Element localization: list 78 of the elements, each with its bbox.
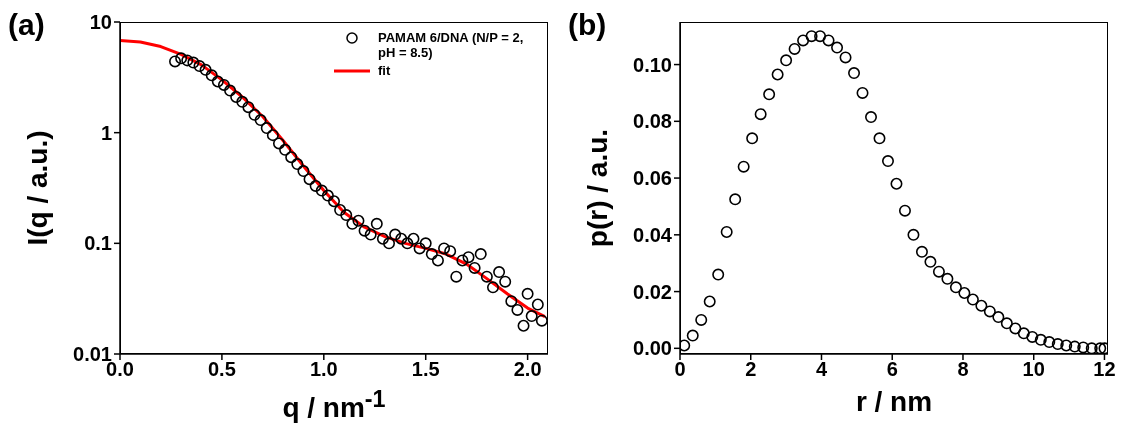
point — [720, 225, 733, 238]
y-tick-label: 0.10 — [633, 53, 672, 76]
point — [873, 132, 886, 145]
point — [881, 155, 894, 168]
point — [831, 41, 844, 54]
point — [898, 204, 911, 217]
point — [680, 339, 691, 352]
x-tick-label: 0 — [674, 358, 686, 381]
x-tick-label: 2 — [745, 358, 757, 381]
point — [983, 305, 996, 318]
x-tick-label: 12 — [1093, 358, 1116, 381]
point — [1068, 340, 1081, 353]
y-tick-label: 0.00 — [633, 337, 672, 360]
x-tick-label: 1.0 — [309, 358, 338, 381]
point — [958, 286, 971, 299]
point — [975, 299, 988, 312]
point — [797, 34, 810, 47]
point — [915, 245, 928, 258]
point — [924, 255, 937, 268]
point — [695, 313, 708, 326]
x-axis-title: q / nm$^{-1}$ — [281, 386, 387, 425]
point — [992, 311, 1005, 324]
y-tick-label: 0.08 — [633, 110, 672, 133]
point — [1026, 330, 1039, 343]
point — [890, 177, 903, 190]
point — [822, 34, 835, 47]
y-tick-label: 10 — [89, 11, 112, 34]
x-tick-label: 10 — [1022, 358, 1045, 381]
point — [1094, 342, 1107, 354]
point — [839, 51, 852, 64]
y-axis-title: p(r) / a.u. — [582, 128, 613, 248]
x-axis-title: r / nm — [854, 386, 934, 418]
chart-title: (a) — [8, 8, 45, 42]
point — [907, 228, 920, 241]
point — [737, 160, 750, 173]
point — [966, 293, 979, 306]
y-tick-label: 0.02 — [633, 280, 672, 303]
point — [941, 272, 954, 285]
legend-label: PAMAM 6/DNA (N/P = 2, pH = 8.5) — [378, 30, 525, 60]
legend-label: fit — [378, 63, 391, 78]
x-tick-label: 8 — [957, 358, 969, 381]
point — [1034, 333, 1047, 346]
y-tick-label: 0.06 — [633, 167, 672, 190]
point — [932, 265, 945, 278]
point — [865, 111, 878, 124]
point — [763, 88, 776, 101]
x-tick-label: 2.0 — [513, 358, 542, 381]
point — [686, 329, 699, 342]
point — [746, 132, 759, 145]
point — [729, 193, 742, 206]
y-axis-title: I(q / a.u.) — [22, 130, 53, 246]
point — [1051, 338, 1064, 351]
point — [1060, 339, 1073, 352]
point — [1085, 342, 1098, 354]
point — [1009, 322, 1022, 335]
x-tick-label: 1.5 — [411, 358, 440, 381]
point — [1043, 336, 1056, 349]
point — [949, 281, 962, 294]
point — [1017, 327, 1030, 340]
y-tick-label: 1 — [100, 121, 112, 144]
point — [814, 30, 827, 43]
point — [754, 108, 767, 121]
point — [712, 268, 725, 281]
x-tick-label: 0.5 — [208, 358, 236, 381]
point — [848, 67, 861, 80]
point — [1077, 341, 1090, 354]
y-tick-label: 0.1 — [84, 232, 112, 255]
x-tick-label: 6 — [886, 358, 898, 381]
point — [771, 68, 784, 81]
point — [703, 295, 716, 308]
point — [805, 30, 818, 43]
point — [780, 54, 793, 67]
x-tick-label: 4 — [815, 358, 828, 381]
point — [856, 86, 869, 99]
y-tick-label: 0.04 — [633, 223, 673, 246]
point — [1000, 317, 1013, 330]
point — [788, 42, 801, 55]
chart-title: (b) — [568, 8, 607, 42]
